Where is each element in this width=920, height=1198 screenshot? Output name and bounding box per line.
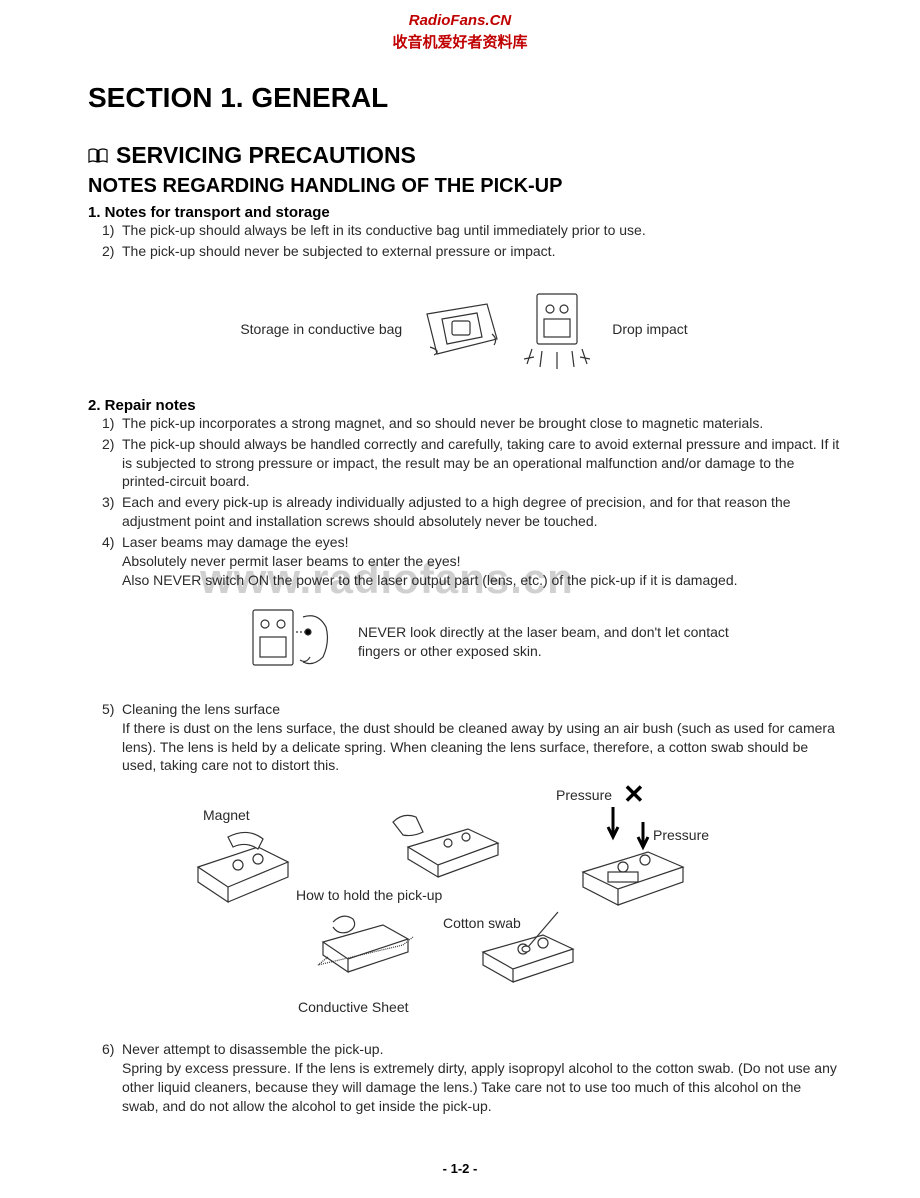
item1-p1-txt: The pick-up should always be left in its… [122,221,840,240]
item1-p2-num: 2) [102,242,122,261]
watermark-line2: 收音机爱好者资料库 [0,31,920,52]
item1-title: 1. Notes for transport and storage [88,204,840,221]
item2-p4-line3: Also NEVER switch ON the power to the la… [122,572,738,588]
item2-p1-num: 1) [102,414,122,433]
item2-p3-num: 3) [102,493,122,531]
page-number: - 1-2 - [0,1161,920,1176]
servicing-heading-row: SERVICING PRECAUTIONS [88,142,840,169]
top-watermark: RadioFans.CN 收音机爱好者资料库 [0,0,920,52]
item2-list-cont: 5) Cleaning the lens surface If there is… [88,700,840,776]
magnet-illustration [188,827,298,917]
storage-label: Storage in conductive bag [240,321,402,337]
hold-label: How to hold the pick-up [296,887,442,903]
diagram-row-1: Storage in conductive bag Drop impact [88,289,840,369]
item2-p4-num: 4) [102,533,122,590]
item2-p4-txt: Laser beams may damage the eyes! [122,534,348,550]
item2-list-cont2: 6) Never attempt to disassemble the pick… [88,1040,840,1116]
item2-title: 2. Repair notes [88,397,840,414]
servicing-heading: SERVICING PRECAUTIONS [116,142,416,169]
laser-warning-row: NEVER look directly at the laser beam, a… [248,602,840,682]
storage-bag-illustration [422,299,502,359]
laser-eye-illustration [248,602,338,682]
pressure-illustration [563,797,703,927]
item2-p5-txt: Cleaning the lens surface [122,701,280,717]
item1-list: 1) The pick-up should always be left in … [88,221,840,261]
notes-heading: NOTES REGARDING HANDLING OF THE PICK-UP [88,175,840,198]
item2-p3-txt: Each and every pick-up is already indivi… [122,493,840,531]
page-content: SECTION 1. GENERAL SERVICING PRECAUTIONS… [0,52,920,1116]
hold-illustration [388,807,508,887]
item2-p1-txt: The pick-up incorporates a strong magnet… [122,414,840,433]
item2-p6-txt: Never attempt to disassemble the pick-up… [122,1041,383,1057]
item2-p5-body: If there is dust on the lens surface, th… [122,720,835,774]
conductive-sheet-illustration [308,907,418,987]
section-title: SECTION 1. GENERAL [88,82,840,114]
conductive-sheet-label: Conductive Sheet [298,999,409,1015]
drop-label: Drop impact [612,321,687,337]
laser-warning-text: NEVER look directly at the laser beam, a… [358,623,738,661]
item2-p4-line2: Absolutely never permit laser beams to e… [122,553,461,569]
book-icon [88,148,108,164]
item1-p1-num: 1) [102,221,122,240]
watermark-line1: RadioFans.CN [0,12,920,29]
magnet-label: Magnet [203,807,250,823]
item2-list: 1) The pick-up incorporates a strong mag… [88,414,840,590]
item2-p2-txt: The pick-up should always be handled cor… [122,435,840,492]
item2-p6-num: 6) [102,1040,122,1116]
item2-p5-num: 5) [102,700,122,776]
item2-p2-num: 2) [102,435,122,492]
drop-impact-illustration [522,289,592,369]
diagram-block-2: Magnet How to hold the pick-up Conductiv… [88,787,840,1022]
item2-p6-body: Spring by excess pressure. If the lens i… [122,1060,837,1114]
item1-p2-txt: The pick-up should never be subjected to… [122,242,840,261]
